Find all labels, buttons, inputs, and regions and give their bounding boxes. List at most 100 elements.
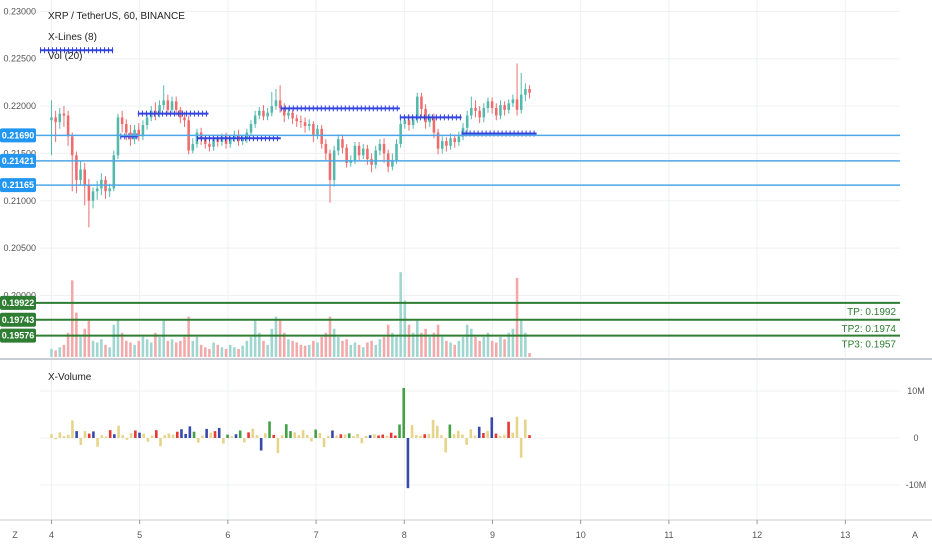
candle-body bbox=[420, 96, 423, 109]
volume-bar bbox=[66, 332, 70, 357]
x-volume-bar bbox=[285, 424, 288, 438]
volume-bar bbox=[237, 348, 240, 357]
volume-bar bbox=[324, 332, 328, 357]
candle-body bbox=[470, 107, 473, 116]
candle-body bbox=[474, 107, 477, 111]
auto-scale-button[interactable] bbox=[906, 525, 924, 543]
candle-body bbox=[465, 115, 469, 128]
volume-bar bbox=[482, 336, 486, 357]
volume-bar bbox=[191, 340, 195, 357]
volume-bar bbox=[87, 320, 91, 357]
x-volume-bar bbox=[58, 432, 62, 438]
candle-body bbox=[266, 112, 269, 117]
candle-body bbox=[282, 107, 286, 116]
volume-bar bbox=[332, 328, 336, 357]
x-volume-bar bbox=[515, 416, 519, 438]
price-tag[interactable] bbox=[0, 128, 36, 143]
x-volume-bar bbox=[398, 424, 401, 438]
z-button[interactable] bbox=[6, 525, 24, 543]
x-volume-bar bbox=[75, 431, 78, 438]
candle-body bbox=[461, 127, 465, 137]
volume-bar bbox=[457, 340, 461, 357]
volume-bar bbox=[328, 316, 332, 357]
volume-bar bbox=[486, 332, 490, 357]
candle-body bbox=[353, 145, 357, 161]
candle-body bbox=[361, 148, 365, 156]
candle-body bbox=[174, 101, 178, 110]
volume-bar bbox=[249, 336, 253, 357]
x-volume-bar bbox=[293, 432, 296, 438]
candle-body bbox=[62, 113, 66, 116]
candle-body bbox=[457, 136, 461, 143]
x-volume-bar bbox=[335, 435, 338, 438]
candle-body bbox=[154, 110, 157, 114]
x-volume-bar bbox=[150, 435, 154, 438]
y-tick-label: 0.20500 bbox=[3, 243, 36, 253]
volume-bar bbox=[428, 336, 432, 357]
x-volume-bar bbox=[347, 433, 351, 438]
candle-body bbox=[432, 117, 436, 133]
candle-body bbox=[224, 136, 228, 144]
price-tag[interactable] bbox=[0, 178, 36, 193]
candle-body bbox=[391, 160, 394, 167]
chart-title: XRP / TetherUS, 60, BINANCE bbox=[48, 11, 185, 22]
x-volume-bar bbox=[322, 438, 326, 448]
volume-bar bbox=[499, 336, 502, 357]
candle-body bbox=[50, 117, 53, 121]
x-volume-bar bbox=[272, 434, 276, 438]
x-volume-bar bbox=[305, 434, 309, 438]
volume-bar bbox=[116, 320, 120, 357]
target-tag[interactable] bbox=[0, 312, 36, 327]
volume-bar bbox=[507, 332, 511, 357]
volume-bar bbox=[183, 336, 186, 357]
price-tag[interactable] bbox=[0, 153, 36, 168]
x-tick-label: 11 bbox=[664, 530, 673, 540]
candle-body bbox=[120, 117, 124, 125]
x-volume-bar bbox=[507, 421, 510, 438]
x-tick-label: 6 bbox=[225, 530, 230, 540]
volume-bar bbox=[349, 344, 353, 357]
candle-body bbox=[108, 188, 111, 192]
volume-bar bbox=[470, 328, 473, 357]
xvolume-tick-label: 10M bbox=[907, 386, 925, 396]
candle-body bbox=[233, 134, 236, 139]
volume-bar bbox=[179, 340, 182, 357]
candle-body bbox=[274, 100, 278, 107]
candle-body bbox=[320, 128, 323, 144]
x-volume-bar bbox=[498, 435, 502, 438]
candle-body bbox=[295, 118, 299, 122]
x-volume-bar bbox=[234, 434, 238, 438]
volume-bar bbox=[295, 342, 299, 357]
x-volume-bar bbox=[297, 435, 301, 438]
volume-bar bbox=[465, 324, 469, 357]
x-volume-bar bbox=[217, 427, 221, 438]
volume-bar bbox=[357, 344, 361, 357]
target-tag[interactable] bbox=[0, 295, 36, 310]
candle-body bbox=[241, 138, 244, 142]
volume-bar bbox=[511, 328, 515, 357]
x-volume-bar bbox=[519, 438, 523, 458]
x-volume-bar bbox=[394, 435, 397, 438]
volume-bar bbox=[453, 344, 456, 357]
volume-bar bbox=[187, 316, 190, 357]
volume-bar bbox=[245, 340, 249, 357]
candle-body bbox=[303, 122, 307, 126]
candle-body bbox=[374, 150, 378, 165]
volume-bar bbox=[361, 347, 365, 357]
candle-body bbox=[83, 169, 87, 185]
target-tag[interactable] bbox=[0, 328, 36, 343]
volume-bar bbox=[129, 342, 132, 357]
candle-body bbox=[428, 117, 432, 123]
x-volume-bar bbox=[146, 438, 150, 442]
candle-body bbox=[370, 159, 373, 165]
volume-bar bbox=[149, 342, 153, 357]
x-tick-label: 9 bbox=[490, 530, 495, 540]
candle-body bbox=[524, 89, 527, 95]
volume-bar bbox=[353, 342, 357, 357]
x-volume-bar bbox=[196, 438, 200, 443]
volume-bar bbox=[104, 344, 107, 357]
candle-body bbox=[58, 113, 62, 123]
volume-bar bbox=[62, 344, 66, 357]
volume-bar bbox=[100, 339, 103, 357]
